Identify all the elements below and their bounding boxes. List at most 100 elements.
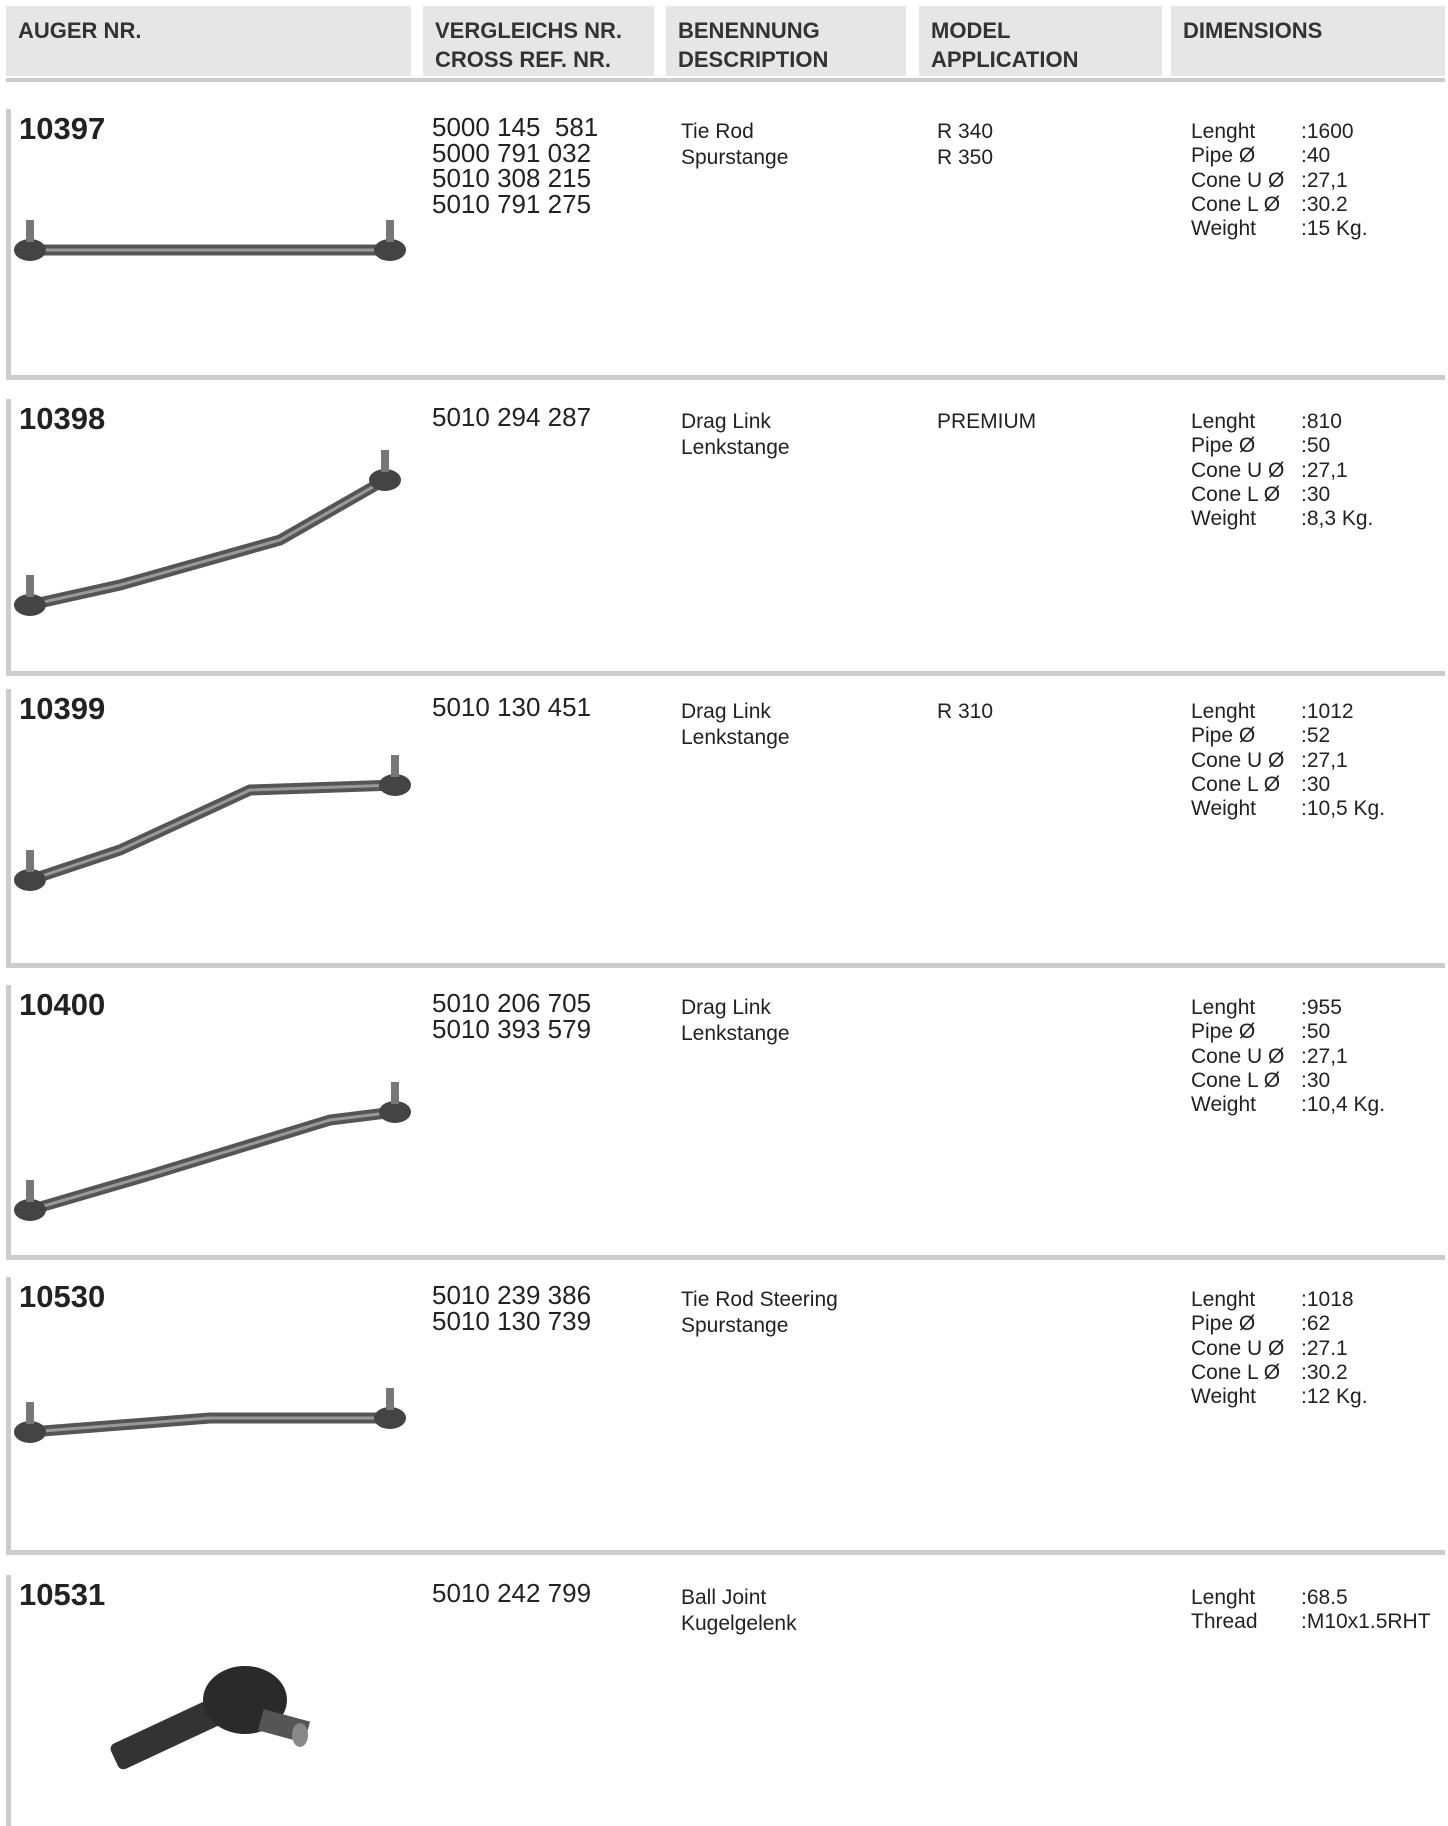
illustration-part xyxy=(26,220,34,242)
dim-label: Cone U Ø xyxy=(1191,168,1285,192)
dim-value: :1018 xyxy=(1301,1288,1354,1311)
model: PREMIUM xyxy=(937,410,1037,433)
description: Spurstange xyxy=(681,1314,789,1337)
dim-label: Cone L Ø xyxy=(1191,1068,1281,1092)
dim-value: :40 xyxy=(1301,144,1331,168)
dim-value: :68.5 xyxy=(1301,1586,1348,1609)
header-cell: DIMENSIONS xyxy=(1171,6,1445,76)
dim-label: Pipe Ø xyxy=(1191,1020,1256,1044)
illustration-part xyxy=(292,1723,308,1747)
header-text: APPLICATION xyxy=(931,47,1079,72)
dim-label: Pipe Ø xyxy=(1191,434,1256,458)
header-text: DIMENSIONS xyxy=(1183,18,1323,43)
header-cell: BENENNUNG DESCRIPTION xyxy=(666,6,906,76)
model: R 310 xyxy=(937,700,994,723)
dim-value: :27,1 xyxy=(1301,1044,1348,1068)
header-cell: MODEL APPLICATION xyxy=(919,6,1162,76)
dim-value: :62 xyxy=(1301,1312,1331,1336)
cross-ref: 5010 130 451 xyxy=(432,692,592,722)
auger-nr: 10530 xyxy=(19,1279,106,1314)
cross-ref: 5010 242 799 xyxy=(432,1578,592,1608)
row-frame xyxy=(6,1575,1445,1826)
description: Kugelgelenk xyxy=(681,1612,797,1635)
dim-label: Cone L Ø xyxy=(1191,1360,1281,1384)
dim-label: Weight xyxy=(1191,1385,1256,1409)
model: R 340 xyxy=(937,120,994,143)
illustration-part xyxy=(26,1402,34,1424)
illustration-part xyxy=(379,1101,411,1123)
dim-label: Cone U Ø xyxy=(1191,748,1285,772)
cross-ref: 5010 239 386 xyxy=(432,1280,592,1310)
dim-label: Cone L Ø xyxy=(1191,772,1281,796)
dim-value: :8,3 Kg. xyxy=(1301,507,1374,531)
illustration-part xyxy=(374,1407,406,1429)
dim-value: :30 xyxy=(1301,482,1331,506)
dim-label: Pipe Ø xyxy=(1191,724,1256,748)
illustration-part xyxy=(14,1199,46,1221)
dim-value: :M10x1.5RHT xyxy=(1301,1610,1431,1634)
header-text: VERGLEICHS NR. xyxy=(435,18,623,43)
header-cell: AUGER NR. xyxy=(6,6,411,76)
illustration-part xyxy=(14,1421,46,1443)
dim-label: Weight xyxy=(1191,507,1256,531)
row-frame xyxy=(6,399,1445,676)
auger-nr: 10400 xyxy=(19,987,106,1022)
illustration-part xyxy=(14,594,46,616)
header-text: DESCRIPTION xyxy=(678,47,829,72)
auger-nr: 10398 xyxy=(19,401,106,436)
description: Lenkstange xyxy=(681,1022,790,1045)
description: Drag Link xyxy=(681,410,771,433)
dim-value: :50 xyxy=(1301,434,1331,458)
dim-label: Lenght xyxy=(1191,1288,1256,1311)
illustration-part xyxy=(26,850,34,872)
dim-value: :27,1 xyxy=(1301,748,1348,772)
dim-label: Cone U Ø xyxy=(1191,458,1285,482)
description: Lenkstange xyxy=(681,726,790,749)
row-frame xyxy=(6,689,1445,968)
cross-ref: 5010 791 275 xyxy=(432,188,592,219)
dim-label: Cone U Ø xyxy=(1191,1044,1285,1068)
illustration-part xyxy=(391,1082,399,1104)
illustration-part xyxy=(386,1388,394,1410)
dim-value: :15 Kg. xyxy=(1301,217,1368,241)
illustration-part xyxy=(26,1180,34,1202)
dim-label: Weight xyxy=(1191,217,1256,241)
illustration-part xyxy=(26,575,34,597)
dim-value: :10,5 Kg. xyxy=(1301,797,1386,821)
dim-value: :955 xyxy=(1301,996,1342,1019)
description: Lenkstange xyxy=(681,436,790,459)
dim-value: :27.1 xyxy=(1301,1336,1348,1360)
illustration-part xyxy=(29,783,396,882)
dim-label: Cone L Ø xyxy=(1191,192,1281,216)
dim-value: :30.2 xyxy=(1301,192,1348,216)
cross-ref: 5010 393 579 xyxy=(432,1013,592,1044)
cross-ref: 5010 308 215 xyxy=(432,163,592,193)
cross-ref: 5000 791 032 xyxy=(432,137,592,168)
header-rule xyxy=(6,78,1445,82)
dim-value: :52 xyxy=(1301,724,1331,748)
description: Drag Link xyxy=(681,700,771,723)
model: R 350 xyxy=(937,146,994,169)
header-text: CROSS REF. NR. xyxy=(435,47,612,72)
description: Spurstange xyxy=(681,146,789,169)
illustration-part xyxy=(379,774,411,796)
header-text: BENENNUNG xyxy=(678,18,820,43)
description: Tie Rod xyxy=(681,120,754,143)
illustration-part xyxy=(391,755,399,777)
row-frame xyxy=(6,1277,1445,1555)
dim-label: Lenght xyxy=(1191,120,1256,143)
dim-label: Cone U Ø xyxy=(1191,1336,1285,1360)
dim-value: :30 xyxy=(1301,1068,1331,1092)
illustration-part xyxy=(381,450,389,472)
illustration-part xyxy=(14,239,46,261)
dim-value: :1012 xyxy=(1301,700,1354,723)
dim-label: Lenght xyxy=(1191,410,1256,433)
dim-label: Lenght xyxy=(1191,996,1256,1019)
dim-label: Weight xyxy=(1191,1093,1256,1117)
dim-value: :27,1 xyxy=(1301,458,1348,482)
illustration-part xyxy=(369,469,401,491)
auger-nr: 10399 xyxy=(19,691,106,726)
illustration-part xyxy=(29,1110,396,1212)
